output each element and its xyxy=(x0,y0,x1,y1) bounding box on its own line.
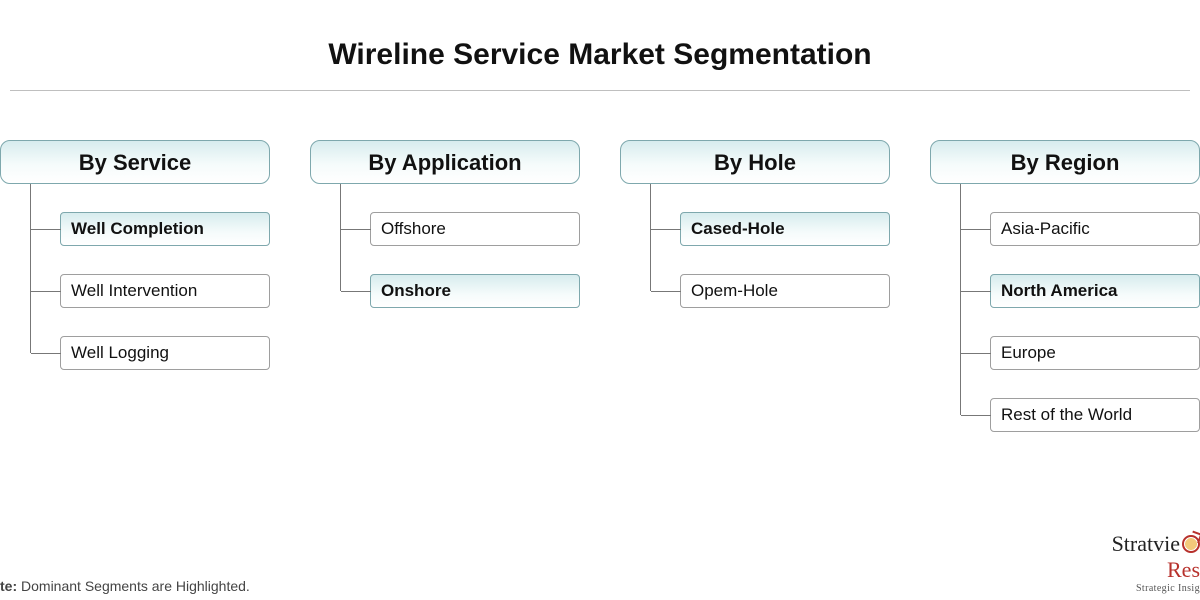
brand-name: Stratvie Res xyxy=(1112,531,1200,583)
segment-item: Europe xyxy=(990,336,1200,370)
category-header: By Application xyxy=(310,140,580,184)
category-column: By Service Well Completion Well Interventi… xyxy=(0,140,270,398)
branch: Asia-Pacific North America Europe Rest of t… xyxy=(960,184,1200,460)
segment-item: Opem-Hole xyxy=(680,274,890,308)
category-header: By Region xyxy=(930,140,1200,184)
footnote-text: Dominant Segments are Highlighted. xyxy=(17,578,250,594)
category-column: By Hole Cased-Hole Opem-Hole xyxy=(620,140,890,336)
footnote-label: te: xyxy=(0,578,17,594)
page-title: Wireline Service Market Segmentation xyxy=(0,0,1200,90)
brand-main: Stratvie xyxy=(1112,531,1180,556)
segment-item: Well Logging xyxy=(60,336,270,370)
segment-item: Rest of the World xyxy=(990,398,1200,432)
segment-item: Offshore xyxy=(370,212,580,246)
brand-logo: Stratvie Res Strategic Insig xyxy=(1112,531,1200,594)
segment-item: Cased-Hole xyxy=(680,212,890,246)
brand-tagline: Strategic Insig xyxy=(1112,583,1200,594)
segment-item: Well Intervention xyxy=(60,274,270,308)
category-header: By Hole xyxy=(620,140,890,184)
segment-item: Well Completion xyxy=(60,212,270,246)
branch: Cased-Hole Opem-Hole xyxy=(650,184,890,336)
segment-item: North America xyxy=(990,274,1200,308)
segment-item: Asia-Pacific xyxy=(990,212,1200,246)
branch: Well Completion Well Intervention Well Log… xyxy=(30,184,270,398)
category-column: By Region Asia-Pacific North America Europe… xyxy=(930,140,1200,460)
category-column: By Application Offshore Onshore xyxy=(310,140,580,336)
brand-red: Res xyxy=(1167,557,1200,582)
segmentation-diagram: Wireline Service Market Segmentation By … xyxy=(0,0,1200,600)
footnote: te: Dominant Segments are Highlighted. xyxy=(0,578,250,594)
target-icon xyxy=(1182,535,1200,553)
category-header: By Service xyxy=(0,140,270,184)
title-divider xyxy=(10,90,1190,91)
segment-item: Onshore xyxy=(370,274,580,308)
branch: Offshore Onshore xyxy=(340,184,580,336)
